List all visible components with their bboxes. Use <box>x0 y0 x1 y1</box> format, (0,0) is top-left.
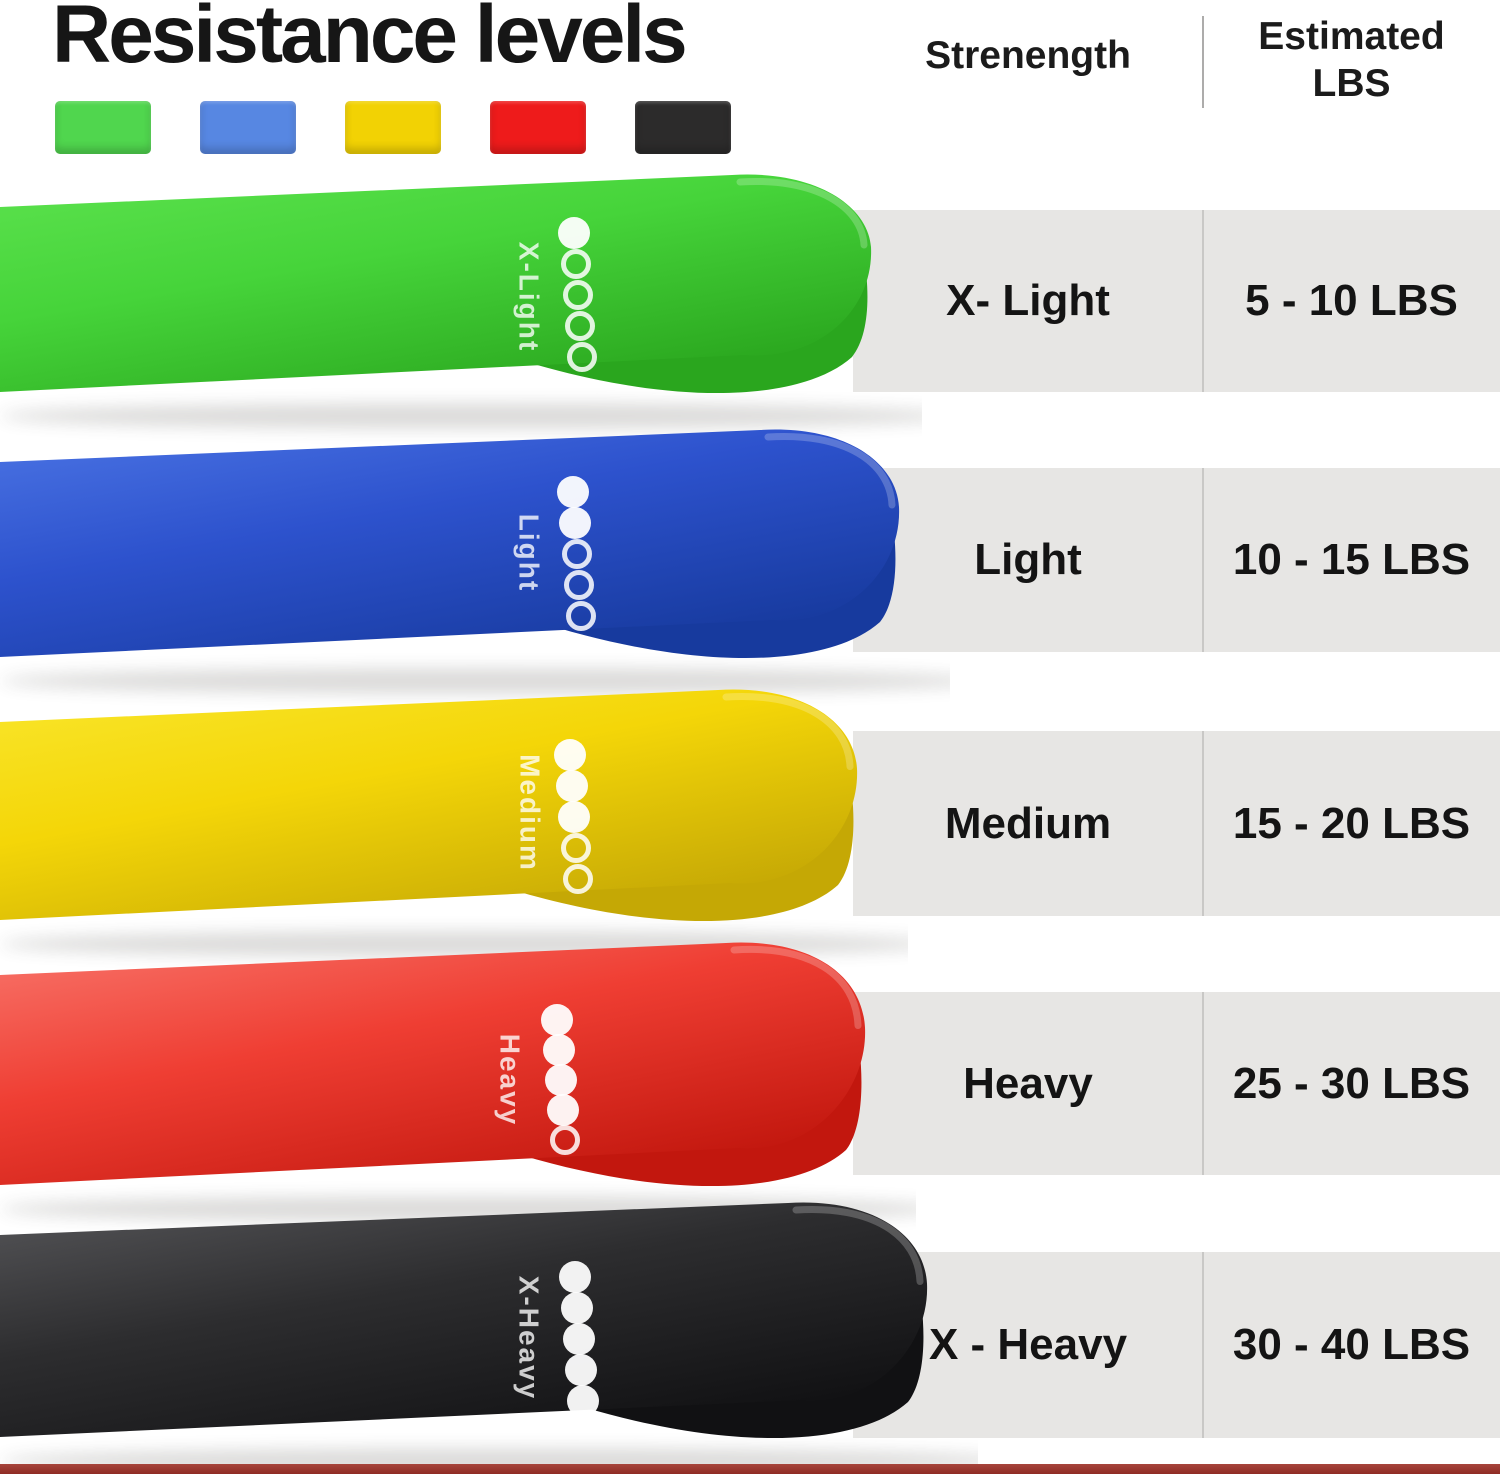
level-dot-empty <box>563 280 593 310</box>
band-label: Medium <box>515 754 546 872</box>
level-dot-filled <box>556 770 588 802</box>
header-divider <box>1202 16 1204 108</box>
lbs-cell: 5 - 10 LBS <box>1245 276 1458 325</box>
strength-cell: X- Light <box>946 276 1110 325</box>
band-fold-sheen <box>736 177 868 249</box>
level-dot-empty <box>550 1125 580 1155</box>
band-x-light: X-Light <box>0 174 922 429</box>
legend-swatch-green <box>55 101 151 154</box>
band-label: X-Heavy <box>514 1276 545 1401</box>
level-dot-empty <box>561 249 591 279</box>
band-shadow <box>0 668 950 694</box>
level-dot-filled <box>545 1064 577 1096</box>
lbs-cell: 15 - 20 LBS <box>1232 798 1471 848</box>
level-dot-empty <box>566 601 596 631</box>
table-row-2: Light 10 - 15 LBS <box>853 468 1500 652</box>
strength-cell: Light <box>974 535 1082 584</box>
band-label: Heavy <box>495 1034 526 1127</box>
band-heavy: Heavy <box>0 942 916 1222</box>
level-dot-filled <box>561 1292 593 1324</box>
band-body <box>0 1202 928 1437</box>
band-medium: Medium <box>0 689 908 957</box>
level-dot-empty <box>564 570 594 600</box>
row-divider <box>1202 731 1204 916</box>
level-dot-filled <box>563 1323 595 1355</box>
band-underside <box>527 235 868 394</box>
level-dot-empty <box>567 342 597 372</box>
legend-swatch-black <box>635 101 731 154</box>
row-divider <box>1202 992 1204 1175</box>
band-underside <box>513 756 854 922</box>
column-header-strength: Strenength <box>925 34 1131 77</box>
level-dot-empty <box>565 311 595 341</box>
band-body <box>0 942 866 1185</box>
color-legend <box>55 101 731 154</box>
row-divider <box>1202 468 1204 652</box>
level-dot-empty <box>562 539 592 569</box>
band-body <box>0 174 872 392</box>
legend-swatch-red <box>490 101 586 154</box>
band-body <box>0 689 858 920</box>
band-body <box>0 429 900 657</box>
level-dot-filled <box>554 739 586 771</box>
table-header: Strenength Estimated LBS <box>853 0 1500 112</box>
band-label: X-Light <box>514 242 545 352</box>
level-dot-filled <box>565 1354 597 1386</box>
lbs-cell: 10 - 15 LBS <box>1232 535 1471 584</box>
column-header-estimated-line2: LBS <box>1312 62 1391 105</box>
column-header-estimated-line1: Estimated <box>1258 15 1445 59</box>
row-divider <box>1202 1252 1204 1438</box>
column-header-estimated-lbs: Estimated LBS <box>1203 0 1500 112</box>
level-dot-filled <box>541 1004 573 1036</box>
lbs-cell: 25 - 30 LBS <box>1232 1058 1471 1108</box>
level-dot-empty <box>561 833 591 863</box>
band-x-heavy: X-Heavy <box>0 1202 978 1474</box>
level-dot-filled <box>558 801 590 833</box>
band-shadow <box>0 403 922 429</box>
band-shadow <box>0 1196 916 1222</box>
band-underside <box>521 1015 862 1187</box>
strength-cell: X - Heavy <box>928 1320 1128 1369</box>
lbs-cell: 30 - 40 LBS <box>1232 1320 1471 1369</box>
table-row-5: X - Heavy 30 - 40 LBS <box>853 1252 1500 1438</box>
bottom-accent-bar <box>0 1464 1500 1474</box>
row-divider <box>1202 210 1204 392</box>
level-dot-filled <box>543 1034 575 1066</box>
table-row-4: Heavy 25 - 30 LBS <box>853 992 1500 1175</box>
level-dot-filled <box>567 1385 599 1417</box>
legend-swatch-yellow <box>345 101 441 154</box>
level-dot-filled <box>558 217 590 249</box>
strength-cell: Medium <box>944 798 1112 848</box>
level-dot-empty <box>563 864 593 894</box>
band-fold-sheen <box>722 692 854 770</box>
band-light: Light <box>0 429 950 694</box>
band-underside <box>555 495 896 659</box>
level-dot-filled <box>557 476 589 508</box>
level-dot-filled <box>547 1094 579 1126</box>
table-row-1: X- Light 5 - 10 LBS <box>853 210 1500 392</box>
strength-cell: Heavy <box>963 1058 1093 1108</box>
page-title: Resistance levels <box>52 0 688 80</box>
table-row-3: Medium 15 - 20 LBS <box>853 731 1500 916</box>
band-label: Light <box>514 514 545 592</box>
band-shadow <box>0 931 908 957</box>
level-dot-filled <box>559 507 591 539</box>
band-fold-sheen <box>730 945 862 1029</box>
level-dot-filled <box>559 1261 591 1293</box>
legend-swatch-blue <box>200 101 296 154</box>
